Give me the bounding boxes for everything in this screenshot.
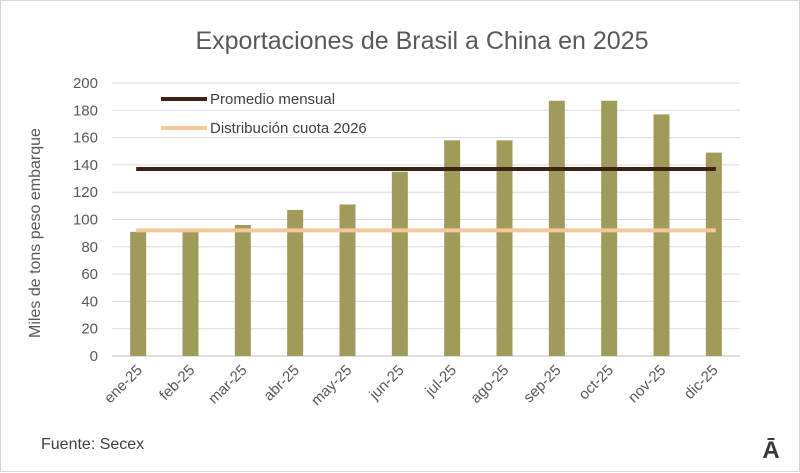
- legend: Promedio mensual Distribución cuota 2026: [161, 91, 367, 137]
- x-tick-label: sep-25: [520, 362, 564, 406]
- bar-oct-25: [601, 100, 618, 357]
- y-tick-label: 80: [81, 239, 98, 256]
- y-axis-ticks: 0 20 40 60 80 100 120 140 160 180 200: [73, 75, 98, 365]
- bar-ene-25: [130, 231, 147, 356]
- x-tick-label: abr-25: [260, 362, 303, 405]
- gridlines: [112, 82, 740, 357]
- x-tick-label: nov-25: [625, 362, 669, 406]
- y-tick-label: 100: [73, 212, 98, 229]
- x-tick-label: dic-25: [681, 362, 722, 403]
- bar-may-25: [339, 204, 356, 356]
- bar-ago-25: [496, 140, 513, 356]
- bar-dic-25: [705, 152, 722, 356]
- x-axis-ticks: ene-25 feb-25 mar-25 abr-25 may-25 jun-25 jul-…: [101, 362, 722, 409]
- x-tick-label: oct-25: [575, 362, 617, 404]
- y-tick-label: 160: [73, 130, 98, 147]
- x-tick-label: ago-25: [467, 362, 512, 407]
- bar-sep-25: [548, 100, 565, 357]
- bar-feb-25: [182, 231, 199, 356]
- x-tick-label: ene-25: [101, 362, 146, 407]
- x-tick-label: jun-25: [365, 362, 407, 404]
- chart-title: Exportaciones de Brasil a China en 2025: [195, 27, 648, 55]
- bar-nov-25: [653, 114, 670, 357]
- reference-lines: [136, 166, 716, 233]
- x-tick-label: jul-25: [421, 362, 460, 401]
- bar-mar-25: [234, 224, 251, 356]
- source-note: Fuente: Secex: [41, 436, 144, 453]
- x-tick-label: may-25: [308, 362, 355, 409]
- legend-label: Distribución cuota 2026: [210, 120, 367, 137]
- x-tick-label: feb-25: [156, 362, 198, 404]
- bar-jul-25: [444, 140, 461, 356]
- y-axis-label: Miles de tons peso embarque: [27, 128, 44, 338]
- bar-jun-25: [391, 171, 408, 356]
- bars: [130, 100, 722, 357]
- y-tick-label: 40: [81, 293, 98, 310]
- bar-abr-25: [287, 209, 304, 356]
- y-tick-label: 140: [73, 157, 98, 174]
- legend-label: Promedio mensual: [210, 91, 335, 108]
- y-tick-label: 60: [81, 266, 98, 283]
- y-tick-label: 180: [73, 102, 98, 119]
- y-tick-label: 20: [81, 321, 98, 338]
- brand-logo: Ā: [762, 437, 779, 464]
- y-tick-label: 120: [73, 184, 98, 201]
- x-tick-label: mar-25: [205, 362, 251, 408]
- y-tick-label: 200: [73, 75, 98, 92]
- y-tick-label: 0: [90, 348, 98, 365]
